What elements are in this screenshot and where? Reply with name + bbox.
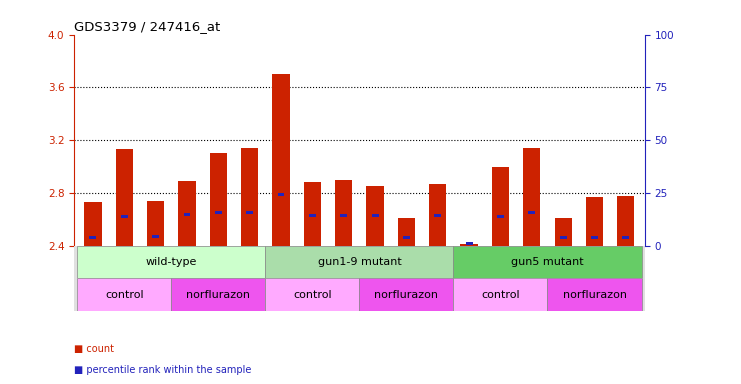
Bar [309,214,316,217]
Bar [278,193,285,196]
Text: gun1-9 mutant: gun1-9 mutant [317,257,402,267]
Text: GSM323081: GSM323081 [276,248,285,295]
Bar [528,211,535,214]
Text: GSM323077: GSM323077 [151,248,160,295]
Bar [210,153,227,246]
Bar [77,246,265,278]
Text: GSM323090: GSM323090 [559,248,568,295]
Bar [179,181,196,246]
Bar [215,211,222,214]
Bar [453,278,548,311]
Text: norflurazon: norflurazon [374,290,439,300]
Bar [246,211,253,214]
Bar [622,237,629,239]
Text: GSM323075: GSM323075 [88,248,97,295]
Bar [273,74,290,246]
Bar [460,245,478,246]
Bar [586,197,603,246]
Text: GSM323091: GSM323091 [590,248,599,295]
Bar [90,237,96,239]
Text: norflurazon: norflurazon [562,290,626,300]
Bar [559,237,567,239]
Text: GSM323086: GSM323086 [433,248,442,295]
Bar [184,213,190,215]
Text: ■ percentile rank within the sample: ■ percentile rank within the sample [74,365,251,375]
Bar [84,202,102,246]
Bar [359,278,453,311]
Bar [152,235,159,238]
Bar [429,184,446,246]
Bar [335,180,352,246]
Bar [523,148,540,246]
Bar [497,215,504,218]
Bar [367,186,384,246]
Text: GSM323080: GSM323080 [245,248,254,295]
Text: GSM323092: GSM323092 [622,248,631,295]
Bar [171,278,265,311]
Text: GDS3379 / 247416_at: GDS3379 / 247416_at [74,20,220,33]
Bar [453,246,642,278]
Text: GSM323087: GSM323087 [465,248,473,295]
Bar [340,214,347,217]
Text: GSM323078: GSM323078 [182,248,191,295]
Bar [465,242,473,245]
Text: control: control [481,290,519,300]
Bar [121,215,127,218]
Bar [398,218,415,246]
Text: GSM323088: GSM323088 [496,248,505,295]
Text: GSM323089: GSM323089 [528,248,536,295]
Bar [548,278,642,311]
Bar [304,182,321,246]
Bar [77,278,171,311]
Bar [492,167,509,246]
Bar [403,237,410,239]
Bar [591,237,598,239]
Bar [147,201,165,246]
Bar [265,278,359,311]
Bar [434,214,441,217]
Text: norflurazon: norflurazon [186,290,250,300]
Bar [116,149,133,246]
Text: GSM323082: GSM323082 [308,248,317,295]
Text: GSM323076: GSM323076 [120,248,129,295]
Text: GSM323083: GSM323083 [339,248,348,295]
Bar [617,195,634,246]
Text: GSM323085: GSM323085 [402,248,411,295]
Bar [554,218,572,246]
Text: control: control [293,290,332,300]
Text: GSM323079: GSM323079 [214,248,223,295]
Text: gun5 mutant: gun5 mutant [511,257,584,267]
Text: GSM323084: GSM323084 [370,248,379,295]
Bar [241,148,259,246]
Text: wild-type: wild-type [145,257,197,267]
Text: ■ count: ■ count [74,344,114,354]
Bar [265,246,453,278]
Bar [371,214,379,217]
Text: control: control [105,290,144,300]
